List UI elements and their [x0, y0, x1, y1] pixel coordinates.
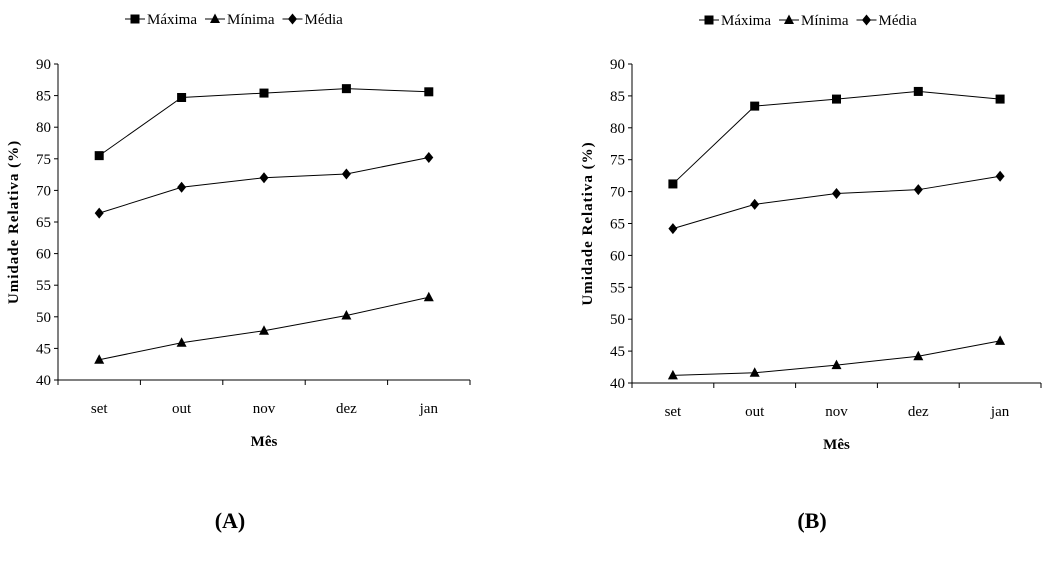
- y-tick-label: 45: [610, 344, 625, 360]
- data-point-triangle: [176, 337, 187, 347]
- data-point-triangle: [667, 369, 678, 380]
- x-tick-label: dez: [908, 404, 929, 420]
- legend-triangle-icon: [784, 14, 794, 24]
- data-point-square: [750, 101, 760, 111]
- data-point-square: [94, 151, 104, 161]
- data-point-diamond: [94, 207, 104, 219]
- series-line-diamond: [672, 175, 1001, 230]
- x-tick-label: nov: [825, 404, 848, 420]
- data-point-square: [177, 92, 187, 102]
- panel-label: (B): [797, 508, 826, 533]
- x-axis-title: Mês: [251, 434, 278, 450]
- y-tick-label: 55: [36, 278, 51, 294]
- data-point-triangle: [995, 335, 1006, 345]
- y-tick-label: 50: [610, 312, 625, 328]
- data-point-triangle: [94, 354, 105, 364]
- y-tick-label: 80: [36, 120, 51, 136]
- series-line-diamond: [99, 157, 429, 214]
- legend-diamond-icon: [862, 14, 871, 26]
- y-tick-label: 45: [36, 341, 51, 357]
- data-point-diamond: [259, 172, 269, 184]
- x-tick-label: out: [172, 401, 192, 417]
- data-point-triangle: [749, 367, 760, 377]
- data-point-square: [668, 179, 678, 189]
- series-line-triangle: [672, 340, 1001, 376]
- y-tick-label: 40: [610, 376, 625, 392]
- legend-entry-label: Mínima: [227, 12, 275, 28]
- x-tick-label: set: [665, 404, 682, 420]
- chart-panel-b: 40 45 50 55 60 65 70 75 80 85 90 set out nov dez jan Mês…: [580, 13, 1042, 533]
- x-tick-label: nov: [253, 401, 276, 417]
- data-point-square: [341, 84, 351, 94]
- legend-triangle-icon: [210, 13, 220, 23]
- legend-entry-label: Máxima: [721, 13, 771, 29]
- chart-panel-a: 40 45 50 55 60 65 70 75 80 85 90 set out nov dez jan Mês…: [6, 12, 471, 533]
- data-point-diamond: [913, 184, 923, 196]
- data-point-square: [913, 86, 923, 96]
- y-tick-label: 85: [36, 89, 51, 105]
- data-point-triangle: [831, 359, 842, 370]
- y-tick-label: 75: [610, 153, 625, 169]
- legend-square-icon: [704, 15, 714, 25]
- y-tick-label: 40: [36, 373, 51, 389]
- panel-label: (A): [215, 508, 246, 533]
- data-point-diamond: [341, 168, 351, 180]
- x-axis-title: Mês: [823, 437, 850, 453]
- y-axis-title: Umidade Relativa (%): [6, 140, 22, 304]
- x-tick-label: out: [745, 404, 765, 420]
- legend-square-icon: [130, 14, 140, 24]
- y-tick-label: 70: [36, 183, 51, 199]
- y-tick-label: 55: [610, 280, 625, 296]
- data-point-triangle: [341, 310, 352, 320]
- legend-diamond-icon: [288, 13, 297, 25]
- data-point-square: [995, 94, 1005, 104]
- y-tick-label: 90: [36, 57, 51, 73]
- data-point-triangle: [913, 350, 924, 361]
- x-tick-label: dez: [336, 401, 357, 417]
- legend-entry-label: Média: [879, 13, 918, 29]
- y-tick-label: 65: [36, 215, 51, 231]
- y-tick-label: 60: [610, 248, 625, 264]
- x-tick-label: jan: [419, 401, 439, 417]
- data-point-diamond: [832, 188, 841, 200]
- data-point-triangle: [423, 291, 434, 302]
- data-point-triangle: [259, 325, 269, 335]
- y-tick-label: 85: [610, 89, 625, 105]
- data-point-diamond: [177, 181, 187, 193]
- x-tick-label: jan: [990, 404, 1010, 420]
- legend: Máxima Mínima Média: [125, 12, 343, 28]
- y-tick-label: 90: [610, 57, 625, 73]
- legend-entry-label: Mínima: [801, 13, 849, 29]
- legend: Máxima Mínima Média: [699, 13, 917, 29]
- y-axis-title: Umidade Relativa (%): [580, 141, 596, 305]
- y-tick-label: 50: [36, 310, 51, 326]
- data-point-diamond: [424, 152, 434, 164]
- data-point-square: [424, 87, 434, 97]
- data-point-diamond: [995, 170, 1005, 182]
- legend-entry-label: Máxima: [147, 12, 197, 28]
- series-line-square: [672, 90, 1001, 185]
- x-tick-label: set: [91, 401, 108, 417]
- data-point-diamond: [750, 198, 760, 210]
- y-tick-label: 75: [36, 152, 51, 168]
- data-point-square: [259, 88, 269, 98]
- y-tick-label: 65: [610, 217, 625, 233]
- y-tick-label: 80: [610, 121, 625, 137]
- data-point-diamond: [668, 223, 678, 235]
- legend-entry-label: Média: [305, 12, 344, 28]
- series-line-square: [98, 88, 429, 157]
- data-point-square: [832, 94, 841, 104]
- y-tick-label: 70: [610, 185, 625, 201]
- y-tick-label: 60: [36, 247, 51, 263]
